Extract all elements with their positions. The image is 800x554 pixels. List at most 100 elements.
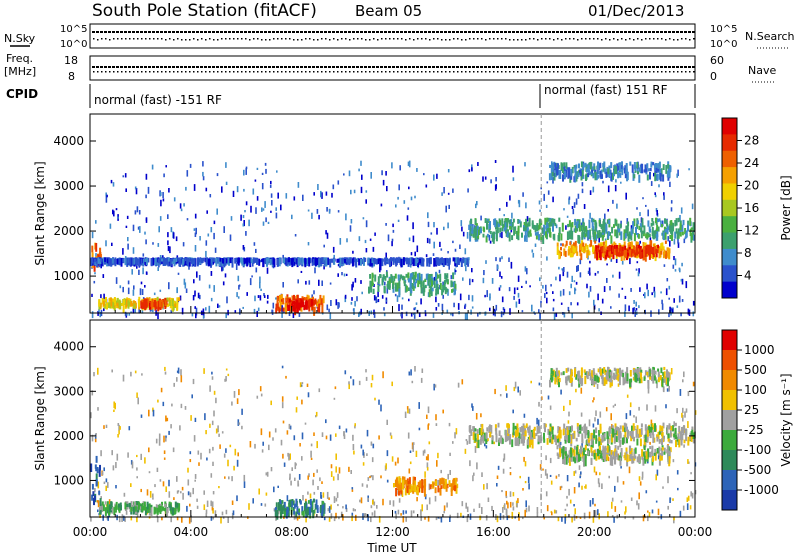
echo-band-mark [681, 427, 683, 434]
echo-band-mark [321, 304, 324, 314]
echo-band-mark [558, 217, 561, 222]
echo-mark [176, 516, 179, 521]
echo-band-mark [347, 258, 350, 265]
echo-band-mark [374, 258, 377, 264]
freq-point [244, 66, 247, 68]
echo-mark [589, 190, 592, 195]
echo-mark [126, 215, 129, 219]
echo-mark [100, 450, 102, 457]
echo-mark [181, 516, 183, 523]
echo-band-mark [495, 229, 498, 235]
echo-mark [274, 428, 277, 433]
echo-mark [560, 389, 562, 395]
echo-mark [635, 416, 637, 423]
echo-mark [534, 243, 537, 247]
nave-point [689, 71, 691, 73]
echo-band-mark [114, 257, 117, 267]
nsearch-point [149, 38, 151, 40]
echo-mark [573, 514, 576, 521]
echo-mark [654, 405, 657, 412]
echo-mark [257, 295, 260, 298]
echo-band-mark [171, 301, 174, 311]
echo-mark [198, 275, 201, 281]
echo-mark [684, 411, 686, 418]
echo-mark [152, 409, 155, 417]
echo-band-mark [106, 501, 109, 510]
echo-band-mark [654, 230, 657, 237]
echo-band-mark [554, 168, 557, 178]
echo-mark [163, 173, 165, 178]
echo-mark [364, 239, 367, 244]
echo-band-mark [407, 287, 410, 291]
echo-band-mark [414, 281, 417, 289]
echo-mark [422, 450, 425, 456]
echo-mark [282, 254, 284, 258]
echo-band-mark [229, 257, 232, 264]
echo-band-mark [529, 233, 532, 237]
nsky-point [112, 31, 115, 33]
echo-mark [527, 476, 530, 484]
echo-mark [447, 289, 449, 296]
echo-mark [158, 433, 161, 441]
nsky-point [520, 31, 523, 33]
echo-band-mark [603, 161, 606, 168]
echo-mark [158, 438, 161, 446]
echo-band-mark [296, 506, 299, 515]
echo-band-mark [319, 258, 322, 265]
echo-mark [682, 505, 685, 511]
echo-mark [110, 179, 113, 184]
echo-band-mark [99, 506, 102, 511]
echo-band-mark [508, 232, 511, 242]
echo-band-mark [578, 235, 581, 244]
echo-mark [443, 187, 445, 194]
echo-mark [166, 417, 169, 422]
echo-mark [118, 429, 120, 435]
echo-mark [91, 293, 93, 297]
echo-mark [612, 405, 615, 408]
echo-mark [646, 283, 648, 290]
echo-mark [213, 220, 216, 225]
echo-mark [348, 381, 350, 385]
echo-band-mark [576, 423, 579, 429]
echo-band-mark [624, 172, 627, 179]
echo-band-mark [650, 245, 653, 252]
echo-band-mark [429, 286, 432, 295]
echo-band-mark [664, 240, 667, 244]
echo-band-mark [589, 161, 592, 170]
freq-point [480, 66, 483, 68]
echo-band-mark [574, 218, 577, 226]
echo-band-mark [614, 229, 617, 237]
echo-band-mark [593, 166, 596, 171]
left-scale-bottom: 10^0 [60, 39, 87, 50]
echo-band-mark [485, 438, 488, 444]
echo-mark [315, 411, 318, 417]
echo-mark [683, 238, 686, 244]
echo-band-mark [666, 224, 669, 234]
freq-point [432, 66, 435, 68]
echo-band-mark [409, 277, 412, 286]
echo-mark [523, 456, 525, 462]
echo-mark [271, 309, 273, 313]
echo-band-mark [607, 231, 610, 237]
echo-band-mark [556, 246, 559, 255]
nsearch-point [281, 38, 283, 40]
echo-mark [608, 475, 610, 479]
echo-mark [164, 366, 166, 371]
nave-point [169, 71, 171, 73]
nave-point [205, 71, 207, 73]
echo-band-mark [282, 504, 285, 510]
echo-mark [210, 297, 213, 302]
echo-band-mark [377, 276, 380, 284]
echo-band-mark [186, 258, 189, 267]
echo-mark [449, 516, 451, 522]
echo-band-mark [279, 500, 282, 504]
echo-band-mark [306, 508, 309, 518]
echo-band-mark [465, 259, 468, 263]
echo-mark [690, 472, 692, 475]
echo-band-mark [446, 278, 449, 283]
echo-mark [180, 375, 183, 383]
echo-band-mark [653, 163, 656, 170]
echo-mark [592, 400, 594, 403]
echo-band-mark [476, 433, 479, 441]
echo-mark [320, 495, 323, 499]
